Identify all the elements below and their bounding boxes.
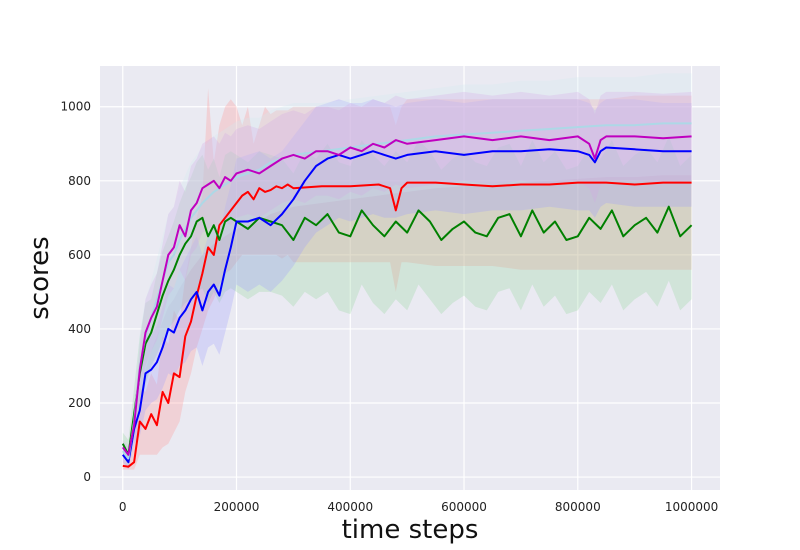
x-tick-label: 200000: [214, 500, 260, 514]
y-tick-label: 400: [68, 322, 91, 336]
series-line-0: [122, 181, 692, 468]
y-tick-label: 0: [83, 470, 91, 484]
y-tick-label: 200: [68, 396, 91, 410]
series-line-1: [121, 205, 693, 456]
x-tick-label: 800000: [555, 500, 601, 514]
series-line-3: [122, 122, 692, 460]
x-tick-label: 400000: [327, 500, 373, 514]
y-tick-label: 1000: [60, 100, 91, 114]
y-axis-title: scores: [25, 236, 55, 319]
x-tick-label: 1000000: [665, 500, 718, 514]
series-line-4: [122, 135, 692, 456]
grid: [100, 66, 720, 490]
y-tick-label: 600: [68, 248, 91, 262]
x-axis-title: time steps: [342, 515, 479, 545]
y-tick-label: 800: [68, 174, 91, 188]
series-lines: [121, 122, 693, 468]
series-line-2: [122, 146, 692, 464]
x-tick-label: 0: [119, 500, 127, 514]
tick-labels: 0 200000 400000 600000 800000 1000000 0 200 400 6…: [60, 100, 718, 514]
series-band-3: [122, 73, 692, 466]
x-tick-label: 600000: [441, 500, 487, 514]
